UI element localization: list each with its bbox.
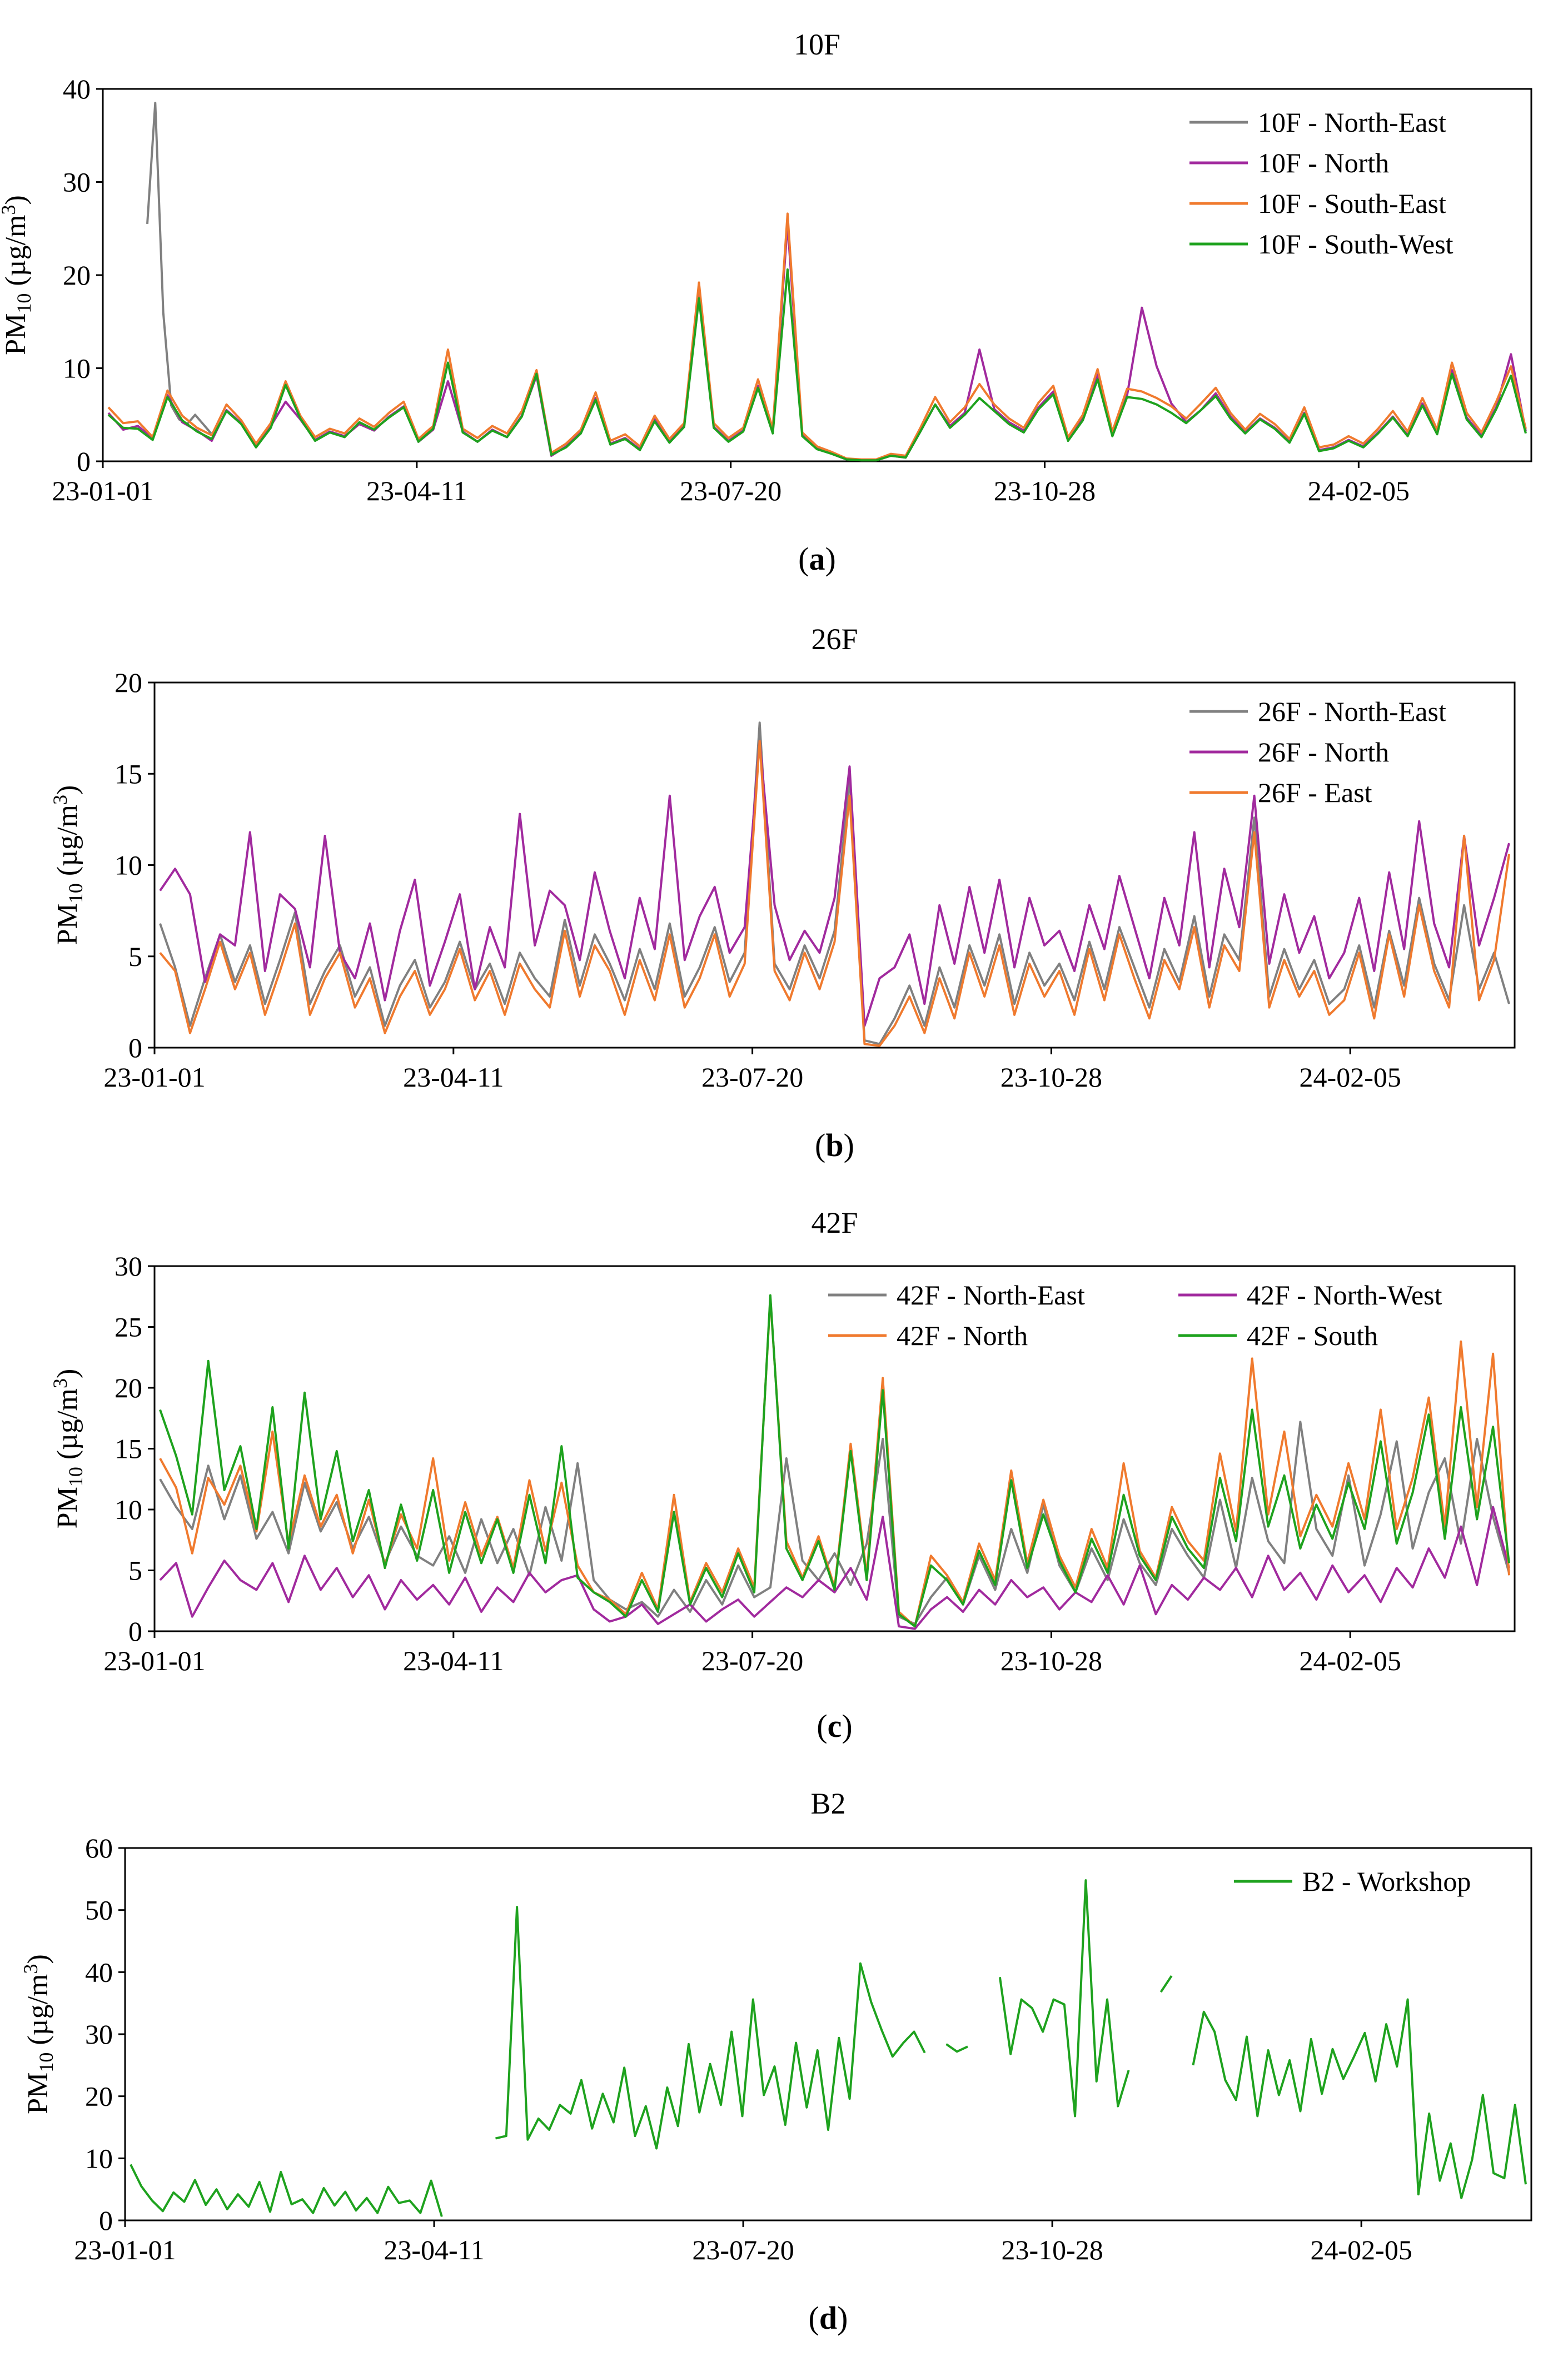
- y-tick-label: 20: [85, 2081, 113, 2112]
- x-tick-label: 24-02-05: [1308, 475, 1410, 506]
- x-tick-label: 23-01-01: [52, 475, 153, 506]
- legend-entry: B2 - Workshop: [1302, 1866, 1471, 1897]
- y-tick-label: 40: [85, 1956, 113, 1988]
- legend-entry: 42F - South: [1247, 1320, 1378, 1351]
- panel-b: 26F 0 5 10 15 20 23-01-01 23-04-11 23-07-20 23-10…: [49, 622, 1516, 1163]
- x-tick-label: 23-10-28: [1000, 1645, 1102, 1676]
- legend: B2 - Workshop: [1234, 1866, 1471, 1897]
- legend: 10F - North-East 10F - North 10F - South-E…: [1189, 107, 1453, 260]
- x-tick-label: 23-04-11: [403, 1062, 504, 1093]
- series-line-b2-workshop: [130, 1879, 1527, 2217]
- legend-entry: 42F - North-West: [1247, 1279, 1442, 1311]
- legend-entry: 10F - North: [1258, 147, 1389, 178]
- panel-caption: (a): [798, 541, 836, 577]
- y-tick-label: 10: [115, 1494, 142, 1525]
- y-tick-label: 10: [85, 2143, 113, 2174]
- y-axis-label: PM10 (µg/m3): [0, 195, 35, 355]
- y-tick-label: 30: [63, 167, 91, 198]
- panel-c: 42F 0 5 10 15 20 25 30 23-01-01 23-04-11 23-07-20 2…: [49, 1206, 1516, 1744]
- y-tick-label: 15: [115, 758, 142, 789]
- x-tick-label: 23-07-20: [701, 1062, 803, 1093]
- y-tick-label: 15: [115, 1433, 142, 1465]
- series-line-26f-north-east: [159, 721, 1510, 1045]
- legend-entry: 42F - North: [897, 1320, 1028, 1351]
- y-tick-label: 25: [115, 1312, 142, 1343]
- y-tick-label: 20: [115, 667, 142, 698]
- legend-entry: 26F - North: [1258, 736, 1389, 768]
- y-tick-label: 20: [115, 1372, 142, 1403]
- x-tick-label: 24-02-05: [1300, 1645, 1401, 1676]
- chart-title: 42F: [811, 1206, 858, 1239]
- series-line-26f-east: [159, 740, 1510, 1047]
- panel-caption: (d): [809, 2300, 848, 2336]
- y-tick-label: 5: [128, 941, 142, 972]
- legend: 42F - North-East 42F - North-West 42F - No…: [828, 1279, 1442, 1351]
- y-tick-label: 0: [77, 446, 91, 477]
- y-tick-label: 10: [63, 353, 91, 384]
- chart-title: 26F: [811, 622, 858, 656]
- legend-entry: 26F - East: [1258, 777, 1372, 808]
- x-tick-label: 23-07-20: [692, 2234, 794, 2265]
- y-axis-label: PM10 (µg/m3): [49, 785, 87, 945]
- y-tick-label: 5: [128, 1555, 142, 1586]
- legend-entry: 10F - South-West: [1258, 228, 1453, 260]
- x-tick-label: 23-01-01: [103, 1645, 205, 1676]
- y-axis-label: PM10 (µg/m3): [49, 1369, 87, 1529]
- y-tick-label: 40: [63, 73, 91, 104]
- y-tick-label: 50: [85, 1895, 113, 1926]
- chart-title: 10F: [794, 28, 840, 61]
- plot-frame: [124, 1847, 1532, 2221]
- legend-entry: 26F - North-East: [1258, 696, 1446, 727]
- x-tick-label: 24-02-05: [1300, 1062, 1401, 1093]
- series-line-42f-north-west: [159, 1506, 1510, 1630]
- x-tick-label: 23-10-28: [1000, 1062, 1102, 1093]
- legend-entry: 10F - South-East: [1258, 188, 1446, 219]
- y-tick-label: 60: [85, 1832, 113, 1864]
- y-tick-label: 20: [63, 260, 91, 291]
- series-line-10f-south-west: [107, 268, 1527, 462]
- y-tick-label: 10: [115, 850, 142, 881]
- plot-frame: [102, 88, 1532, 462]
- series-line-42f-south: [159, 1294, 1510, 1628]
- y-tick-label: 0: [99, 2205, 113, 2236]
- legend: 26F - North-East 26F - North 26F - East: [1189, 696, 1446, 808]
- x-tick-label: 23-07-20: [680, 475, 781, 506]
- x-tick-label: 24-02-05: [1311, 2234, 1412, 2265]
- chart-title: B2: [810, 1787, 845, 1820]
- panel-caption: (c): [817, 1708, 852, 1744]
- y-axis-label: PM10 (µg/m3): [19, 1954, 57, 2114]
- panel-a: 10F 0 10 20 30 40 23-01-01 23-04-11 23-07-20 23-1…: [0, 28, 1532, 577]
- x-tick-label: 23-04-11: [403, 1645, 504, 1676]
- panel-d: B2 0 10 20 30 40 50 60 23-01-01 23-04-11 23-07-20 2…: [19, 1787, 1532, 2336]
- x-tick-label: 23-04-11: [384, 2234, 484, 2265]
- x-tick-label: 23-10-28: [1001, 2234, 1103, 2265]
- x-tick-label: 23-01-01: [74, 2234, 176, 2265]
- x-tick-label: 23-07-20: [701, 1645, 803, 1676]
- series-line-26f-north: [159, 740, 1510, 1027]
- x-tick-label: 23-04-11: [366, 475, 467, 506]
- y-tick-label: 0: [128, 1616, 142, 1647]
- series-line-10f-south-east: [107, 212, 1527, 461]
- panel-caption: (b): [815, 1127, 854, 1163]
- x-tick-label: 23-01-01: [103, 1062, 205, 1093]
- y-tick-label: 0: [128, 1032, 142, 1063]
- series-line-10f-north-east: [146, 102, 212, 435]
- x-tick-label: 23-10-28: [994, 475, 1096, 506]
- legend-entry: 42F - North-East: [897, 1279, 1085, 1311]
- legend-entry: 10F - North-East: [1258, 107, 1446, 138]
- y-tick-label: 30: [115, 1251, 142, 1282]
- y-tick-label: 30: [85, 2019, 113, 2050]
